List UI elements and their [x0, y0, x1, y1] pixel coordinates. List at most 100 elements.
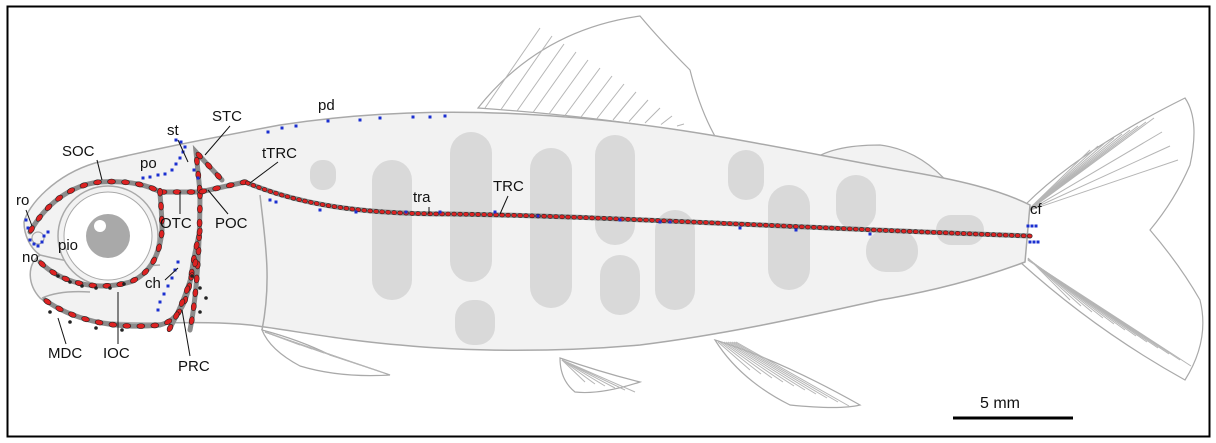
canal-neuromast	[107, 178, 116, 185]
canal-neuromast	[553, 214, 559, 219]
label-leaders	[25, 125, 509, 357]
canal-neuromast	[613, 216, 619, 222]
fin-ray	[1029, 145, 1099, 209]
canal-neuromast	[148, 185, 157, 192]
canal-neuromast	[35, 213, 43, 222]
canal-neuromast	[721, 221, 727, 226]
canal-neuromast	[193, 241, 200, 250]
canal-neuromast	[487, 212, 493, 218]
canal-neuromast	[256, 185, 262, 190]
superficial-neuromast	[794, 228, 798, 232]
canal-neuromast	[990, 232, 997, 237]
label-po: po	[140, 155, 157, 172]
canal-neuromast	[155, 243, 162, 252]
canal-neuromast	[205, 162, 213, 170]
pectoral-fin-rays	[264, 331, 385, 374]
canal-neuromast	[924, 229, 931, 235]
superficial-neuromast	[358, 118, 362, 122]
canal-neuromast	[186, 189, 196, 195]
canal-neuromast	[421, 211, 427, 217]
superficial-neuromast	[668, 220, 672, 224]
fin-ray	[1029, 159, 1179, 211]
canal-neuromast	[150, 322, 160, 329]
label-no: no	[22, 249, 39, 266]
pelvic-fin-rays	[561, 359, 636, 393]
fin-ray	[729, 341, 817, 395]
canal-neuromast	[918, 229, 925, 235]
fin-ray	[644, 107, 661, 124]
canal-neuromast	[894, 228, 901, 234]
superficial-neuromast	[428, 115, 432, 119]
canal-neuromast	[996, 232, 1003, 238]
canal-neuromast	[960, 231, 967, 236]
mouth-line	[41, 290, 91, 299]
superficial-neuromast	[493, 210, 497, 214]
canal-neuromast	[178, 298, 186, 307]
superficial-neuromast	[158, 300, 162, 304]
canal-pore	[80, 284, 84, 288]
canal-neuromast	[349, 206, 356, 212]
scale-bar: 5 mm	[953, 395, 1073, 420]
superficial-neuromast	[183, 145, 187, 149]
canal-neuromast	[212, 185, 221, 192]
superficial-neuromast	[738, 226, 742, 230]
canal-pore	[48, 310, 52, 314]
label-pd: pd	[318, 97, 335, 114]
canal-neuromast	[319, 202, 326, 207]
canal-neuromast	[122, 323, 132, 329]
fin-ray	[500, 35, 553, 110]
canal-neuromast	[1014, 233, 1021, 238]
canal-pore	[94, 326, 98, 330]
fin-ray	[735, 341, 850, 407]
fin-ray	[717, 341, 751, 371]
canal-neuromast	[198, 188, 208, 195]
canal-neuromast	[190, 302, 197, 312]
superficial-neuromast	[148, 175, 152, 179]
canal-neuromast	[793, 224, 799, 229]
anal-fin-rays	[717, 341, 850, 407]
canal-pore	[122, 282, 126, 286]
canal-neuromast	[781, 223, 787, 229]
superficial-neuromast	[443, 114, 447, 118]
canal-neuromast	[108, 321, 118, 328]
pelvic-fin	[559, 357, 643, 394]
superficial-neuromast	[326, 119, 330, 123]
fin-ray	[676, 123, 685, 127]
canal-neuromast	[817, 225, 823, 230]
superficial-neuromast	[280, 126, 284, 130]
superficial-neuromast	[163, 172, 167, 176]
canal-neuromast	[308, 200, 314, 205]
label-ttrc: tTRC	[262, 145, 297, 162]
fin-ray	[725, 341, 795, 387]
canal-pore	[56, 274, 60, 278]
canal-neuromast	[141, 268, 149, 276]
superficial-neuromast	[173, 268, 177, 272]
canal-neuromast	[196, 227, 203, 237]
canal-pore	[120, 328, 124, 332]
label-poc: POC	[215, 215, 248, 232]
canal-neuromast	[559, 214, 565, 220]
canal-neuromast	[373, 209, 379, 214]
label-ioc: IOC	[103, 345, 130, 362]
superficial-neuromast	[162, 292, 166, 296]
canal-neuromast	[38, 260, 46, 268]
scale-bar-label: 5 mm	[980, 395, 1020, 412]
superficial-neuromast	[174, 138, 178, 142]
canal-neuromast	[226, 182, 235, 189]
canal-neuromast	[751, 222, 757, 227]
superficial-neuromast	[868, 232, 872, 236]
canal-pore	[94, 286, 98, 290]
canal-neuromast	[445, 211, 451, 217]
superficial-neuromast	[438, 210, 442, 214]
canal-neuromast	[541, 213, 547, 219]
canal-neuromast	[805, 224, 811, 230]
canal-neuromast	[337, 205, 344, 210]
canal-neuromast	[415, 211, 421, 216]
canal-neuromast	[775, 223, 781, 229]
superficial-neuromast	[36, 244, 40, 248]
superficial-neuromast	[32, 242, 36, 246]
canal-neuromast	[397, 210, 403, 216]
canal-neuromast	[882, 228, 889, 233]
canal-neuromast	[673, 218, 679, 224]
fin-ray	[1027, 259, 1192, 367]
